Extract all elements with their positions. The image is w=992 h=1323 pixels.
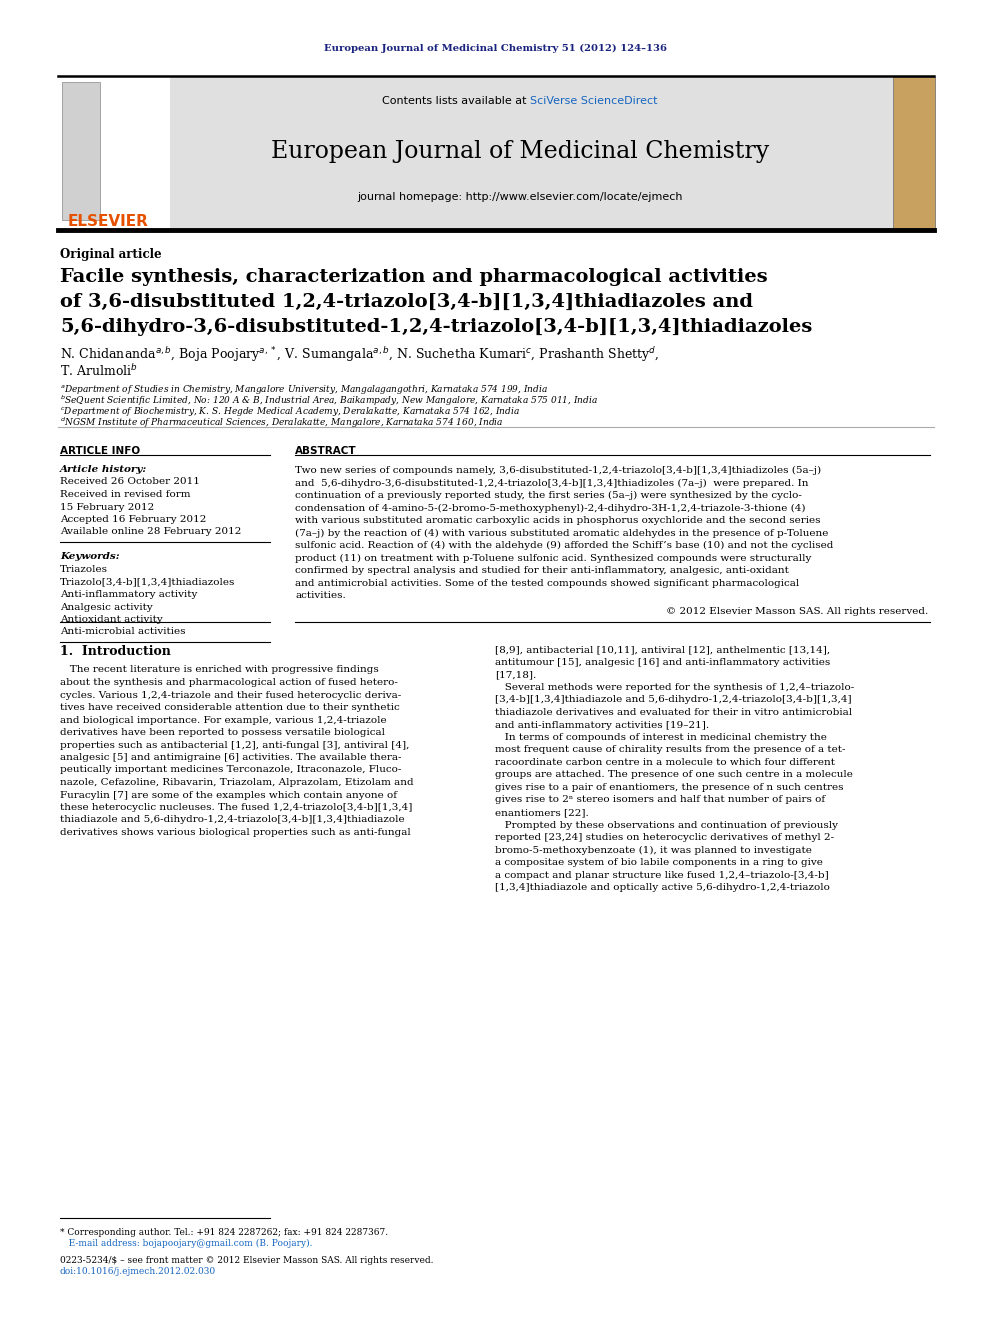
Text: enantiomers [22].: enantiomers [22]. xyxy=(495,808,588,818)
Text: and  5,6-dihydro-3,6-disubstituted-1,2,4-triazolo[3,4-b][1,3,4]thiadizoles (7a–j: and 5,6-dihydro-3,6-disubstituted-1,2,4-… xyxy=(295,479,808,488)
Bar xyxy=(893,77,935,230)
Text: * Corresponding author. Tel.: +91 824 2287262; fax: +91 824 2287367.: * Corresponding author. Tel.: +91 824 22… xyxy=(60,1228,388,1237)
Text: European Journal of Medicinal Chemistry: European Journal of Medicinal Chemistry xyxy=(271,140,769,163)
Text: tives have received considerable attention due to their synthetic: tives have received considerable attenti… xyxy=(60,703,400,712)
Text: bromo-5-methoxybenzoate (1), it was planned to investigate: bromo-5-methoxybenzoate (1), it was plan… xyxy=(495,845,811,855)
Text: reported [23,24] studies on heterocyclic derivatives of methyl 2-: reported [23,24] studies on heterocyclic… xyxy=(495,833,834,841)
Text: (7a–j) by the reaction of (4) with various substituted aromatic aldehydes in the: (7a–j) by the reaction of (4) with vario… xyxy=(295,528,828,537)
Text: peutically important medicines Terconazole, Itraconazole, Fluco-: peutically important medicines Terconazo… xyxy=(60,766,402,774)
Text: $^{a}$Department of Studies in Chemistry, Mangalore University, Mangalagangothri: $^{a}$Department of Studies in Chemistry… xyxy=(60,382,548,396)
Text: 0223-5234/$ – see front matter © 2012 Elsevier Masson SAS. All rights reserved.: 0223-5234/$ – see front matter © 2012 El… xyxy=(60,1256,434,1265)
Text: [17,18].: [17,18]. xyxy=(495,671,537,680)
Text: Available online 28 February 2012: Available online 28 February 2012 xyxy=(60,528,241,537)
Text: journal homepage: http://www.elsevier.com/locate/ejmech: journal homepage: http://www.elsevier.co… xyxy=(357,192,682,202)
Text: ARTICLE INFO: ARTICLE INFO xyxy=(60,446,140,456)
Text: a compact and planar structure like fused 1,2,4–triazolo-[3,4-b]: a compact and planar structure like fuse… xyxy=(495,871,828,880)
Text: T. Arulmoli$^{b}$: T. Arulmoli$^{b}$ xyxy=(60,363,138,378)
Text: Furacylin [7] are some of the examples which contain anyone of: Furacylin [7] are some of the examples w… xyxy=(60,791,397,799)
Text: confirmed by spectral analysis and studied for their anti-inflammatory, analgesi: confirmed by spectral analysis and studi… xyxy=(295,566,789,576)
Text: sulfonic acid. Reaction of (4) with the aldehyde (9) afforded the Schiff’s base : sulfonic acid. Reaction of (4) with the … xyxy=(295,541,833,550)
Text: activities.: activities. xyxy=(295,591,346,601)
Text: 5,6-dihydro-3,6-disubstituted-1,2,4-triazolo[3,4-b][1,3,4]thiadiazoles: 5,6-dihydro-3,6-disubstituted-1,2,4-tria… xyxy=(60,318,812,336)
Text: Several methods were reported for the synthesis of 1,2,4–triazolo-: Several methods were reported for the sy… xyxy=(495,683,854,692)
Text: SciVerse ScienceDirect: SciVerse ScienceDirect xyxy=(530,97,658,106)
Text: Accepted 16 February 2012: Accepted 16 February 2012 xyxy=(60,515,206,524)
Text: Received 26 October 2011: Received 26 October 2011 xyxy=(60,478,199,487)
Text: thiadiazole and 5,6-dihydro-1,2,4-triazolo[3,4-b][1,3,4]thiadiazole: thiadiazole and 5,6-dihydro-1,2,4-triazo… xyxy=(60,815,405,824)
Text: antitumour [15], analgesic [16] and anti-inflammatory activities: antitumour [15], analgesic [16] and anti… xyxy=(495,658,830,667)
Text: European Journal of Medicinal Chemistry 51 (2012) 124–136: European Journal of Medicinal Chemistry … xyxy=(324,44,668,53)
Text: Article history:: Article history: xyxy=(60,464,147,474)
Text: In terms of compounds of interest in medicinal chemistry the: In terms of compounds of interest in med… xyxy=(495,733,827,742)
Text: condensation of 4-amino-5-(2-bromo-5-methoxyphenyl)-2,4-dihydro-3H-1,2,4-triazol: condensation of 4-amino-5-(2-bromo-5-met… xyxy=(295,504,806,512)
Text: $^{c}$Department of Biochemistry, K. S. Hegde Medical Academy, Deralakatte, Karn: $^{c}$Department of Biochemistry, K. S. … xyxy=(60,405,520,418)
Bar xyxy=(55,77,170,230)
Text: analgesic [5] and antimigraine [6] activities. The available thera-: analgesic [5] and antimigraine [6] activ… xyxy=(60,753,402,762)
Text: nazole, Cefazoline, Ribavarin, Triazolam, Alprazolam, Etizolam and: nazole, Cefazoline, Ribavarin, Triazolam… xyxy=(60,778,414,787)
Text: about the synthesis and pharmacological action of fused hetero-: about the synthesis and pharmacological … xyxy=(60,677,398,687)
Text: properties such as antibacterial [1,2], anti-fungal [3], antiviral [4],: properties such as antibacterial [1,2], … xyxy=(60,741,410,750)
Text: $^{d}$NGSM Institute of Pharmaceutical Sciences, Deralakatte, Mangalore, Karnata: $^{d}$NGSM Institute of Pharmaceutical S… xyxy=(60,415,504,430)
Text: thiadiazole derivatives and evaluated for their in vitro antimicrobial: thiadiazole derivatives and evaluated fo… xyxy=(495,708,852,717)
Text: Analgesic activity: Analgesic activity xyxy=(60,602,153,611)
Text: and biological importance. For example, various 1,2,4-triazole: and biological importance. For example, … xyxy=(60,716,387,725)
Text: 1.  Introduction: 1. Introduction xyxy=(60,646,171,659)
Text: N. Chidananda$^{a,b}$, Boja Poojary$^{a,*}$, V. Sumangala$^{a,b}$, N. Suchetha K: N. Chidananda$^{a,b}$, Boja Poojary$^{a,… xyxy=(60,345,660,364)
Text: and anti-inflammatory activities [19–21].: and anti-inflammatory activities [19–21]… xyxy=(495,721,709,729)
Text: Anti-inflammatory activity: Anti-inflammatory activity xyxy=(60,590,197,599)
Text: continuation of a previously reported study, the first series (5a–j) were synthe: continuation of a previously reported st… xyxy=(295,491,802,500)
Text: of 3,6-disubstituted 1,2,4-triazolo[3,4-b][1,3,4]thiadiazoles and: of 3,6-disubstituted 1,2,4-triazolo[3,4-… xyxy=(60,292,753,311)
Text: with various substituted aromatic carboxylic acids in phosphorus oxychloride and: with various substituted aromatic carbox… xyxy=(295,516,820,525)
Text: 15 February 2012: 15 February 2012 xyxy=(60,503,154,512)
Text: derivatives have been reported to possess versatile biological: derivatives have been reported to posses… xyxy=(60,728,385,737)
Bar xyxy=(170,77,893,230)
Text: a compositae system of bio labile components in a ring to give: a compositae system of bio labile compon… xyxy=(495,859,823,867)
Text: [1,3,4]thiadiazole and optically active 5,6-dihydro-1,2,4-triazolo: [1,3,4]thiadiazole and optically active … xyxy=(495,882,830,892)
Text: E-mail address: bojapoojary@gmail.com (B. Poojary).: E-mail address: bojapoojary@gmail.com (B… xyxy=(60,1240,312,1248)
Text: most frequent cause of chirality results from the presence of a tet-: most frequent cause of chirality results… xyxy=(495,745,845,754)
Text: Two new series of compounds namely, 3,6-disubstituted-1,2,4-triazolo[3,4-b][1,3,: Two new series of compounds namely, 3,6-… xyxy=(295,466,821,475)
Text: ELSEVIER: ELSEVIER xyxy=(68,214,149,229)
Text: Triazolo[3,4-b][1,3,4]thiadiazoles: Triazolo[3,4-b][1,3,4]thiadiazoles xyxy=(60,578,235,586)
Bar xyxy=(62,82,100,220)
Text: [3,4-b][1,3,4]thiadiazole and 5,6-dihydro-1,2,4-triazolo[3,4-b][1,3,4]: [3,4-b][1,3,4]thiadiazole and 5,6-dihydr… xyxy=(495,696,851,705)
Text: Received in revised form: Received in revised form xyxy=(60,490,190,499)
Text: racoordinate carbon centre in a molecule to which four different: racoordinate carbon centre in a molecule… xyxy=(495,758,835,767)
Text: Prompted by these observations and continuation of previously: Prompted by these observations and conti… xyxy=(495,820,838,830)
Text: Antioxidant activity: Antioxidant activity xyxy=(60,615,163,624)
Text: product (11) on treatment with p-Toluene sulfonic acid. Synthesized compounds we: product (11) on treatment with p-Toluene… xyxy=(295,553,811,562)
Text: these heterocyclic nucleuses. The fused 1,2,4-triazolo[3,4-b][1,3,4]: these heterocyclic nucleuses. The fused … xyxy=(60,803,413,812)
Text: ABSTRACT: ABSTRACT xyxy=(295,446,357,456)
Text: gives rise to a pair of enantiomers, the presence of n such centres: gives rise to a pair of enantiomers, the… xyxy=(495,783,843,792)
Text: gives rise to 2ⁿ stereo isomers and half that number of pairs of: gives rise to 2ⁿ stereo isomers and half… xyxy=(495,795,825,804)
Text: groups are attached. The presence of one such centre in a molecule: groups are attached. The presence of one… xyxy=(495,770,853,779)
Text: Original article: Original article xyxy=(60,247,162,261)
Text: Facile synthesis, characterization and pharmacological activities: Facile synthesis, characterization and p… xyxy=(60,269,768,286)
Text: © 2012 Elsevier Masson SAS. All rights reserved.: © 2012 Elsevier Masson SAS. All rights r… xyxy=(666,607,928,617)
Text: The recent literature is enriched with progressive findings: The recent literature is enriched with p… xyxy=(60,665,379,675)
Text: Contents lists available at: Contents lists available at xyxy=(382,97,530,106)
Text: Triazoles: Triazoles xyxy=(60,565,108,574)
Text: Anti-microbial activities: Anti-microbial activities xyxy=(60,627,186,636)
Text: and antimicrobial activities. Some of the tested compounds showed significant ph: and antimicrobial activities. Some of th… xyxy=(295,578,800,587)
Text: derivatives shows various biological properties such as anti-fungal: derivatives shows various biological pro… xyxy=(60,828,411,837)
Text: doi:10.1016/j.ejmech.2012.02.030: doi:10.1016/j.ejmech.2012.02.030 xyxy=(60,1267,216,1275)
Text: Keywords:: Keywords: xyxy=(60,553,120,561)
Text: cycles. Various 1,2,4-triazole and their fused heterocyclic deriva-: cycles. Various 1,2,4-triazole and their… xyxy=(60,691,401,700)
Text: [8,9], antibacterial [10,11], antiviral [12], anthelmentic [13,14],: [8,9], antibacterial [10,11], antiviral … xyxy=(495,646,830,655)
Text: $^{b}$SeQuent Scientific Limited, No: 120 A & B, Industrial Area, Baikampady, Ne: $^{b}$SeQuent Scientific Limited, No: 12… xyxy=(60,394,598,409)
